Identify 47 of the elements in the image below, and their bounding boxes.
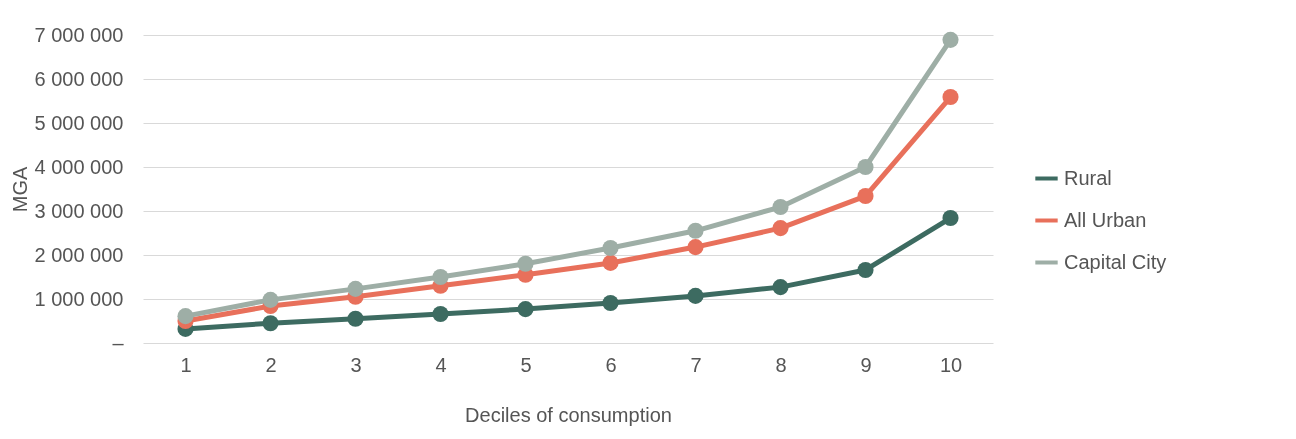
x-tick-label: 4 bbox=[435, 353, 447, 376]
point bbox=[942, 31, 959, 48]
legend-label: All Urban bbox=[1064, 208, 1147, 231]
point bbox=[602, 239, 619, 257]
legend-label: Rural bbox=[1064, 166, 1112, 189]
x-tick-label: 3 bbox=[350, 353, 362, 376]
point bbox=[687, 222, 704, 239]
point bbox=[517, 301, 534, 318]
y-tick-label: 1 000 000 bbox=[34, 287, 124, 310]
legend-label: Capital City bbox=[1064, 250, 1167, 273]
x-axis-title: Deciles of consumption bbox=[465, 403, 672, 426]
x-tick-label: 2 bbox=[265, 353, 277, 376]
y-tick-label: 4 000 000 bbox=[34, 155, 124, 178]
x-tick-label: 5 bbox=[520, 353, 532, 376]
point bbox=[347, 280, 364, 297]
point bbox=[687, 239, 704, 256]
point bbox=[857, 187, 874, 205]
y-tick-label: 7 000 000 bbox=[34, 23, 124, 46]
x-tick-label: 6 bbox=[605, 353, 617, 376]
point bbox=[687, 287, 704, 304]
y-tick-label: 2 000 000 bbox=[34, 243, 124, 266]
y-tick-label: 3 000 000 bbox=[34, 199, 124, 222]
point bbox=[942, 209, 959, 227]
y-tick-label: 5 000 000 bbox=[34, 111, 124, 134]
point bbox=[772, 220, 789, 237]
point bbox=[602, 294, 619, 312]
y-tick-label: 6 000 000 bbox=[34, 67, 124, 90]
point bbox=[857, 261, 874, 279]
point bbox=[262, 315, 279, 332]
x-tick-label: 7 bbox=[690, 353, 702, 376]
x-tick-label: 10 bbox=[939, 353, 963, 376]
point bbox=[772, 198, 789, 216]
point bbox=[602, 254, 619, 271]
y-tick-label: – bbox=[112, 331, 125, 354]
x-tick-label: 1 bbox=[180, 353, 192, 376]
point bbox=[517, 255, 534, 272]
x-tick-label: 8 bbox=[775, 353, 787, 376]
point bbox=[432, 268, 449, 286]
point bbox=[772, 279, 789, 296]
point bbox=[347, 310, 364, 327]
point bbox=[177, 308, 194, 325]
point bbox=[432, 305, 449, 323]
y-axis-title: MGA bbox=[8, 166, 31, 213]
point bbox=[942, 88, 959, 106]
point bbox=[857, 158, 874, 176]
x-tick-label: 9 bbox=[860, 353, 872, 376]
point bbox=[262, 291, 279, 308]
